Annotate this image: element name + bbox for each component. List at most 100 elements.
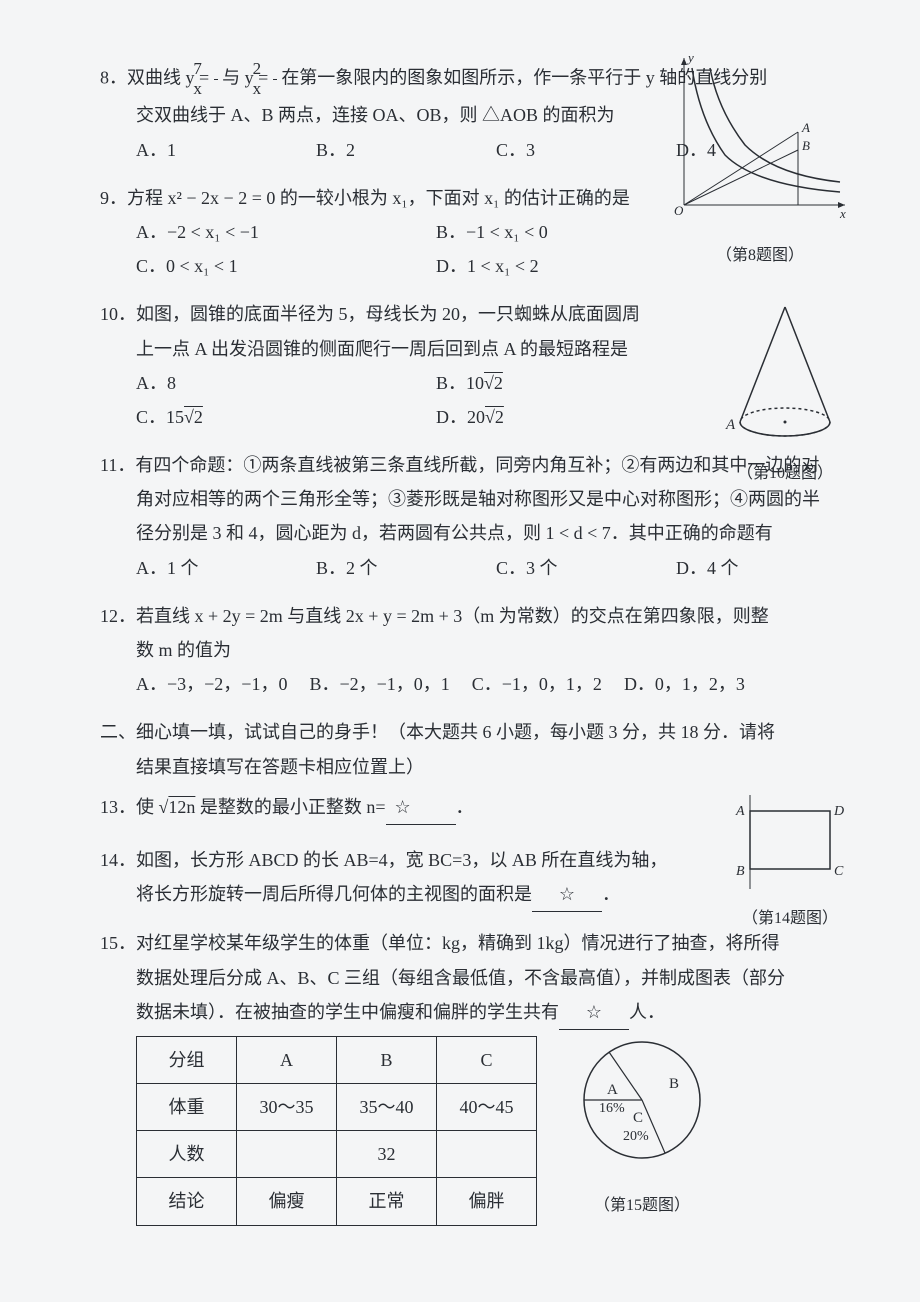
q14-blank: ☆ [532, 877, 602, 912]
q12-optB: B．−2，−1，0，1 [309, 667, 449, 701]
q15-line3: 数据未填）．在被抽查的学生中偏瘦和偏胖的学生共有☆人． [100, 995, 840, 1030]
q13-rad: √ [159, 797, 169, 817]
q10-optA: A．8 [136, 366, 396, 400]
section-2-title2: 结果直接填写在答题卡相应位置上） [100, 750, 840, 784]
q15-c00: 分组 [137, 1036, 237, 1083]
q15-pie-B: B [669, 1076, 679, 1092]
q10-optD: D．20√2 [436, 400, 696, 434]
q10-t1: 如图，圆锥的底面半径为 5，母线长为 20，一只蜘蛛从底面圆周 [136, 304, 640, 324]
q9-optD: D．1 < x₁ < 2 [436, 249, 696, 283]
q11-optD: D．4 个 [676, 551, 816, 585]
q9-opts-row1: A．−2 < x₁ < −1 B．−1 < x₁ < 0 [100, 215, 840, 249]
question-11: 11．有四个命题：①两条直线被第三条直线所截，同旁内角互补；②有两边和其中一边的… [100, 448, 840, 585]
q15-c10: 体重 [137, 1084, 237, 1131]
q15-c31: 偏瘦 [237, 1178, 337, 1225]
q15-pie-Av: 16% [599, 1101, 625, 1116]
q12-line2: 数 m 的值为 [100, 633, 840, 667]
q13-stem: 13．使 √12n 是整数的最小正整数 n=☆． [100, 790, 840, 825]
q15-t3: 数据未填）．在被抽查的学生中偏瘦和偏胖的学生共有 [136, 1002, 559, 1022]
q11-line3: 径分别是 3 和 4，圆心距为 d，若两圆有公共点，则 1 < d < 7．其中… [100, 516, 840, 550]
q8-t2: 与 y = [218, 67, 273, 87]
q15-c02: B [337, 1036, 437, 1083]
q15-c23 [437, 1131, 537, 1178]
q9-num: 9． [100, 188, 127, 208]
svg-text:A: A [735, 804, 745, 819]
q15-c01: A [237, 1036, 337, 1083]
q10-optC: C．15√2 [136, 400, 396, 434]
q15-num: 15． [100, 933, 136, 953]
q8-num: 8． [100, 67, 127, 87]
q12-opts: A．−3，−2，−1，0 B．−2，−1，0，1 C．−1，0，1，2 D．0，… [100, 667, 840, 701]
table-row: 人数 32 [137, 1131, 537, 1178]
table-row: 分组 A B C [137, 1036, 537, 1083]
q15-c21 [237, 1131, 337, 1178]
q15-end: 人． [629, 1002, 665, 1022]
q9-stem: 9．方程 x² − 2x − 2 = 0 的一较小根为 x₁，下面对 x₁ 的估… [100, 181, 840, 215]
q13-end: ． [456, 797, 474, 817]
table-row: 体重 30～35 35～40 40～45 [137, 1084, 537, 1131]
q15-figcap: （第15题图） [557, 1191, 727, 1221]
q15-line2: 数据处理后分成 A、B、C 三组（每组含最低值，不含最高值），并制成图表（部分 [100, 961, 840, 995]
q8-optB: B．2 [316, 133, 456, 167]
q14-figure: A D B C （第14题图） [730, 793, 850, 935]
q10-svg: A [720, 297, 850, 447]
q9-text: 方程 x² − 2x − 2 = 0 的一较小根为 x₁，下面对 x₁ 的估计正… [127, 188, 630, 208]
q13-under: 12n [168, 797, 195, 817]
q12-t1: 若直线 x + 2y = 2m 与直线 2x + y = 2m + 3（m 为常… [136, 606, 769, 626]
svg-text:D: D [833, 804, 844, 819]
q15-c20: 人数 [137, 1131, 237, 1178]
q9-optA: A．−2 < x₁ < −1 [136, 215, 396, 249]
section-2-heading: 二、细心填一填，试试自己的身手！（本大题共 6 小题，每小题 3 分，共 18 … [100, 715, 840, 783]
svg-text:C: C [834, 864, 844, 879]
q12-optC: C．−1，0，1，2 [472, 667, 602, 701]
q15-c03: C [437, 1036, 537, 1083]
q14-num: 14． [100, 850, 136, 870]
svg-text:A: A [725, 417, 736, 433]
question-13: 13．使 √12n 是整数的最小正整数 n=☆． [100, 790, 840, 825]
section-2-title: 二、细心填一填，试试自己的身手！（本大题共 6 小题，每小题 3 分，共 18 … [100, 715, 840, 749]
q14-line1: 14．如图，长方形 ABCD 的长 AB=4，宽 BC=3，以 AB 所在直线为… [100, 843, 840, 877]
q12-line1: 12．若直线 x + 2y = 2m 与直线 2x + y = 2m + 3（m… [100, 599, 840, 633]
q15-c30: 结论 [137, 1178, 237, 1225]
question-10: A （第10题图） 10．如图，圆锥的底面半径为 5，母线长为 20，一只蜘蛛从… [100, 297, 840, 434]
q15-t1: 对红星学校某年级学生的体重（单位：kg，精确到 1kg）情况进行了抽查，将所得 [136, 933, 780, 953]
q11-optB: B．2 个 [316, 551, 456, 585]
q11-line2: 角对应相等的两个三角形全等；③菱形既是轴对称图形又是中心对称图形；④两圆的半 [100, 482, 840, 516]
svg-text:B: B [802, 138, 810, 153]
q12-optD: D．0，1，2，3 [624, 667, 745, 701]
q10-num: 10． [100, 304, 136, 324]
q15-table: 分组 A B C 体重 30～35 35～40 40～45 人数 32 结论 偏… [136, 1036, 537, 1226]
q9-optC: C．0 < x₁ < 1 [136, 249, 396, 283]
q11-num: 11． [100, 455, 135, 475]
q13-blank: ☆ [386, 790, 456, 825]
q11-optA: A．1 个 [136, 551, 276, 585]
q15-c12: 35～40 [337, 1084, 437, 1131]
question-14: A D B C （第14题图） 14．如图，长方形 ABCD 的长 AB=4，宽… [100, 843, 840, 912]
q14-t1: 如图，长方形 ABCD 的长 AB=4，宽 BC=3，以 AB 所在直线为轴， [136, 850, 667, 870]
q11-optC: C．3 个 [496, 551, 636, 585]
table-row: 结论 偏瘦 正常 偏胖 [137, 1178, 537, 1225]
q14-end: ． [602, 884, 620, 904]
q15-line1: 15．对红星学校某年级学生的体重（单位：kg，精确到 1kg）情况进行了抽查，将… [100, 926, 840, 960]
q12-num: 12． [100, 606, 136, 626]
q15-c13: 40～45 [437, 1084, 537, 1131]
q13-post: 是整数的最小正整数 n= [195, 797, 385, 817]
q8-optA: A．1 [136, 133, 276, 167]
svg-text:y: y [686, 50, 694, 65]
question-12: 12．若直线 x + 2y = 2m 与直线 2x + y = 2m + 3（m… [100, 599, 840, 702]
q14-line2: 将长方形旋转一周后所得几何体的主视图的面积是☆． [100, 877, 840, 912]
q11-opts: A．1 个 B．2 个 C．3 个 D．4 个 [100, 551, 840, 585]
q15-pie-wrap: A 16% B C 20% （第15题图） [557, 1030, 727, 1222]
svg-text:B: B [736, 864, 745, 879]
q14-t2: 将长方形旋转一周后所得几何体的主视图的面积是 [136, 884, 532, 904]
q14-svg: A D B C [730, 793, 850, 893]
q15-pie: A 16% B C 20% [557, 1030, 727, 1180]
q15-pie-Cv: 20% [623, 1129, 649, 1144]
q11-line1: 11．有四个命题：①两条直线被第三条直线所截，同旁内角互补；②有两边和其中一边的… [100, 448, 840, 482]
q13-pre: 使 [136, 797, 159, 817]
q8-optC: C．3 [496, 133, 636, 167]
q15-c32: 正常 [337, 1178, 437, 1225]
svg-text:A: A [801, 120, 810, 135]
q15-c22: 32 [337, 1131, 437, 1178]
q15-pie-A: A [607, 1082, 618, 1098]
